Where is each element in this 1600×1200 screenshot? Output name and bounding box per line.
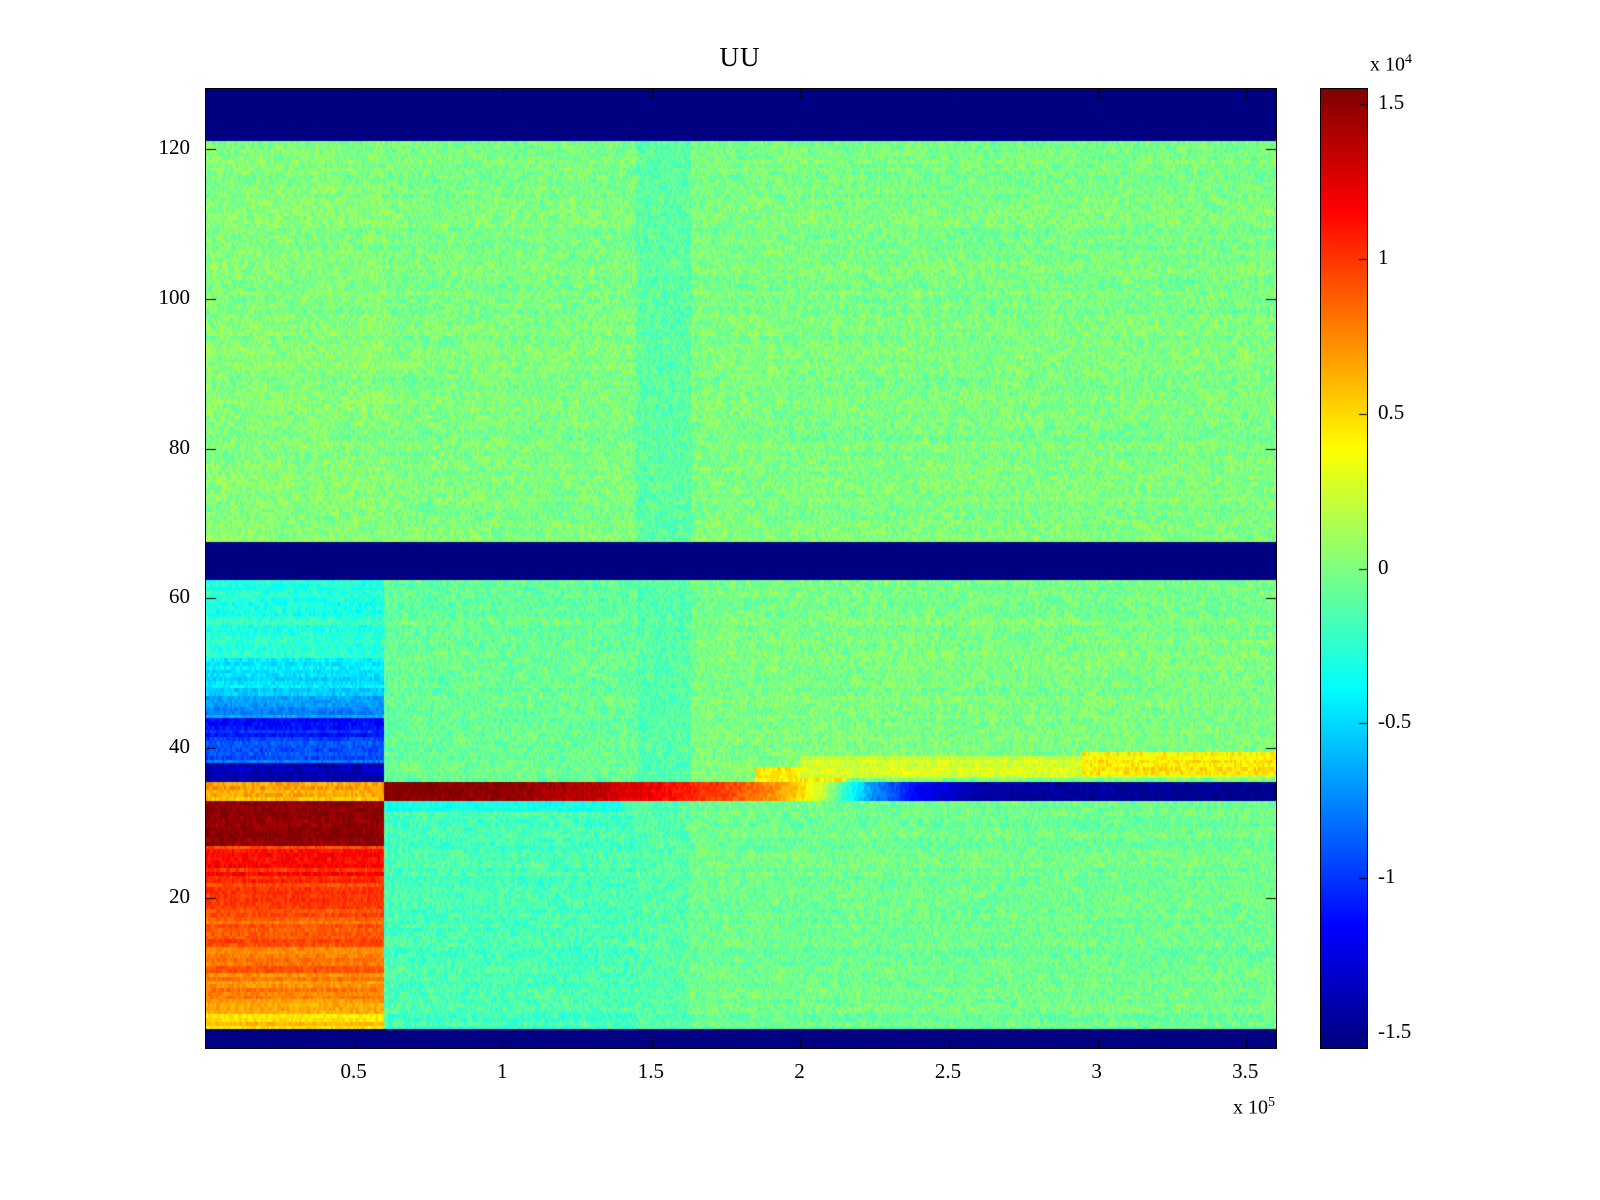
x-tick-label: 2 [794,1059,805,1083]
x-tick-label: 1 [496,1059,508,1083]
colorbar-tick-label: -0.5 [1378,709,1412,734]
colorbar-tick-label: -1 [1378,863,1396,888]
colorbar-tick-label: 1 [1378,245,1389,270]
x-tick-label: 3.5 [1232,1059,1259,1083]
x-tick-label: 2.5 [934,1059,962,1083]
x-axis-multiplier: x 105 [1233,1095,1275,1119]
colorbar-multiplier: x 104 [1370,52,1412,76]
chart-title: UU [719,42,761,72]
y-tick-label: 20 [169,884,190,909]
y-tick-label: 40 [169,734,190,759]
colorbar-tick-label: -1.5 [1378,1018,1412,1043]
y-tick-label: 60 [169,584,190,609]
heatmap-canvas [205,88,1277,1049]
y-tick-label: 80 [169,434,190,459]
colorbar-tick-label: 0 [1378,554,1389,579]
x-tick-label: 3 [1091,1059,1102,1083]
y-tick-label: 120 [158,134,191,159]
y-tick-label: 100 [158,284,191,309]
colorbar-tick-label: 0.5 [1378,399,1405,424]
colorbar [1320,88,1368,1049]
x-tick-label: 0.5 [340,1059,367,1083]
colorbar-tick-label: 1.5 [1378,90,1405,115]
x-tick-label: 1.5 [637,1059,664,1083]
